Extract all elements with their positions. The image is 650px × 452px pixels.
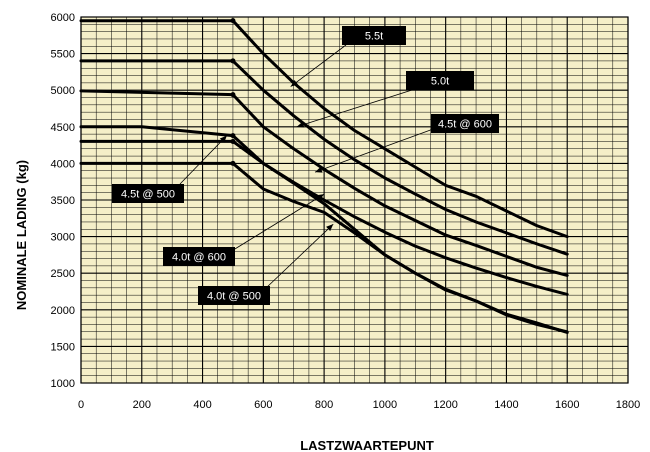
y-axis-title: NOMINALE LADING (kg) — [14, 160, 29, 310]
x-tick-label: 1600 — [555, 399, 579, 411]
annotation-labels: 5.5t 5.0t 4.5t @ 600 4.5t @ 500 4.0t @ 600 4.… — [112, 26, 499, 305]
y-tick-label: 2500 — [51, 268, 75, 280]
annotation-arrowhead — [326, 224, 334, 232]
annotation-arrowhead — [296, 121, 305, 128]
annotation-label-box — [163, 247, 235, 266]
x-axis-title: LASTZWAARTEPUNT — [300, 438, 434, 452]
annotation-arrowhead — [314, 166, 323, 173]
y-tick-label: 6000 — [51, 12, 75, 24]
series-marker-5 — [230, 160, 236, 166]
y-tick-label: 3500 — [51, 195, 75, 207]
annotation-arrow-line — [179, 135, 228, 185]
annotation-arrowhead — [316, 194, 325, 201]
x-tick-label: 800 — [315, 399, 333, 411]
x-tick-label: 600 — [254, 399, 272, 411]
y-tick-label: 3000 — [51, 232, 75, 244]
x-tick-label: 1200 — [433, 399, 457, 411]
series-marker-3 — [230, 133, 236, 139]
y-tick-label: 1500 — [51, 341, 75, 353]
x-tick-label: 1000 — [373, 399, 397, 411]
series-line-2 — [79, 89, 569, 277]
annotation-arrows — [179, 44, 437, 289]
y-tick-label: 4500 — [51, 122, 75, 134]
annotation-label-box — [112, 184, 184, 203]
annotation-label: 5.0t — [431, 76, 449, 88]
annotation-arrow-line — [296, 89, 413, 128]
series-line-0 — [79, 19, 569, 239]
annotation-arrow-line — [290, 44, 347, 87]
annotation-label-box — [431, 114, 499, 133]
series-lines — [79, 18, 569, 334]
annotation-label-box — [198, 286, 270, 305]
annotation-label: 4.5t @ 600 — [438, 119, 492, 131]
y-tick-label: 5500 — [51, 49, 75, 61]
series-line-5 — [79, 161, 569, 334]
annotation-arrow-line — [314, 127, 437, 173]
x-tick-label: 400 — [193, 399, 211, 411]
annotation-label: 4.5t @ 500 — [121, 189, 175, 201]
annotation-arrowhead — [290, 79, 299, 87]
annotation-arrow-line — [265, 223, 334, 289]
annotation-label: 4.0t @ 600 — [172, 252, 226, 264]
x-tick-label: 200 — [133, 399, 151, 411]
series-marker-2 — [230, 92, 236, 98]
y-tick-label: 4000 — [51, 158, 75, 170]
annotation-label-box — [406, 71, 474, 90]
series-line-1 — [79, 59, 569, 256]
annotation-label-box — [342, 26, 406, 45]
y-tick-label: 5000 — [51, 85, 75, 97]
series-marker-4 — [230, 138, 236, 144]
x-axis-ticks: 0 200 400 600 800 1000 1200 1400 1600 1800 — [78, 399, 640, 411]
plot-frame — [80, 16, 629, 384]
x-tick-label: 1800 — [616, 399, 640, 411]
series-marker-0 — [230, 18, 236, 24]
annotation-label: 4.0t @ 500 — [207, 291, 261, 303]
series-line-3 — [79, 125, 569, 296]
series-marker-1 — [230, 58, 236, 64]
annotation-label: 5.5t — [365, 31, 383, 43]
annotation-arrowhead — [219, 135, 227, 143]
annotation-arrow-line — [229, 193, 325, 253]
x-tick-label: 0 — [78, 399, 84, 411]
y-tick-label: 1000 — [51, 378, 75, 390]
y-tick-label: 2000 — [51, 305, 75, 317]
x-tick-label: 1400 — [494, 399, 518, 411]
y-axis-ticks: 1000 1500 2000 2500 3000 3500 4000 4500 5000 5500… — [51, 12, 75, 390]
